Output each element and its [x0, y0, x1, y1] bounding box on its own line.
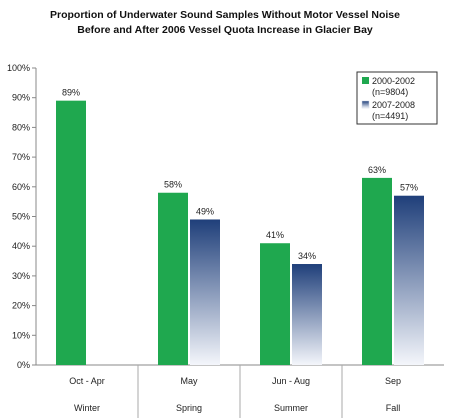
- y-tick-label: 50%: [12, 212, 30, 222]
- data-labels: 89% 58% 49% 41% 34% 63% 57%: [62, 88, 418, 261]
- y-tick-label: 80%: [12, 122, 30, 132]
- chart-title-line-2: Before and After 2006 Vessel Quota Incre…: [77, 24, 373, 36]
- category-label: Sep: [385, 376, 401, 386]
- legend-note-2007-2008: (n=4491): [372, 111, 408, 121]
- bar-2000-2002: [260, 243, 290, 365]
- bar-2000-2002: [362, 177, 392, 365]
- legend-label-2007-2008: 2007-2008: [372, 100, 415, 110]
- data-label-2000-2002: 58%: [164, 180, 182, 190]
- bars: [56, 100, 424, 366]
- y-tick-label: 30%: [12, 271, 30, 281]
- y-tick-label: 90%: [12, 93, 30, 103]
- bar-2000-2002: [56, 100, 86, 366]
- legend-swatch-2000-2002: [362, 77, 369, 84]
- data-label-2007-2008: 57%: [400, 183, 418, 193]
- category-label: Jun - Aug: [272, 376, 310, 386]
- data-label-2007-2008: 34%: [298, 251, 316, 261]
- season-label: Spring: [176, 403, 202, 413]
- legend: 2000-2002(n=9804) 2007-2008(n=4491): [356, 71, 438, 125]
- y-tick-label: 70%: [12, 152, 30, 162]
- legend-box: [356, 71, 438, 125]
- chart-title-line-1: Proportion of Underwater Sound Samples W…: [50, 9, 400, 21]
- y-tick-label: 100%: [7, 63, 30, 73]
- y-tick-label: 20%: [12, 301, 30, 311]
- data-label-2007-2008: 49%: [196, 206, 214, 216]
- category-label: Oct - Apr: [69, 376, 105, 386]
- category-label: May: [180, 376, 198, 386]
- legend-label-2000-2002: 2000-2002: [372, 76, 415, 86]
- bar-2007-2008: [394, 195, 424, 365]
- y-tick-label: 40%: [12, 241, 30, 251]
- chart-title: Proportion of Underwater Sound Samples W…: [0, 8, 450, 38]
- y-tick-label: 10%: [12, 330, 30, 340]
- legend-swatch-2007-2008: [361, 100, 370, 109]
- y-tick-label: 0%: [17, 360, 30, 370]
- data-label-2000-2002: 63%: [368, 165, 386, 175]
- data-label-2000-2002: 41%: [266, 230, 284, 240]
- season-label: Winter: [74, 403, 100, 413]
- data-label-2000-2002: 89%: [62, 88, 80, 98]
- season-label: Fall: [386, 403, 401, 413]
- y-tick-label: 60%: [12, 182, 30, 192]
- bar-2007-2008: [190, 219, 220, 365]
- legend-note-2000-2002: (n=9804): [372, 87, 408, 97]
- season-label: Summer: [274, 403, 308, 413]
- bar-2007-2008: [292, 264, 322, 365]
- bar-2000-2002: [158, 192, 188, 365]
